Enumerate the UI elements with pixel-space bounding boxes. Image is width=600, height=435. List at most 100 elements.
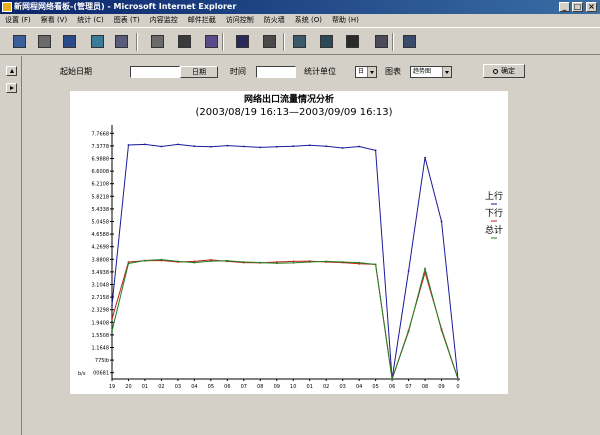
toolbar-separator — [222, 33, 224, 51]
network-icon — [320, 35, 333, 48]
chart-type-select[interactable]: 趋势图 — [410, 66, 452, 78]
window-toolbar-button[interactable] — [60, 32, 79, 51]
data-point — [127, 144, 130, 146]
menu-help[interactable]: 帮助 (H) — [331, 16, 359, 24]
time-label: 时间 — [230, 67, 246, 76]
confirm-button-label: 确定 — [501, 67, 515, 75]
server-toolbar-button[interactable] — [290, 32, 309, 51]
y-tick-label: 5.0458 — [92, 220, 110, 226]
y-tick-label: 1.1648 — [92, 346, 110, 352]
data-point — [275, 262, 278, 265]
series-line-1 — [111, 259, 459, 380]
menu-mail-block[interactable]: 邮件拦截 — [187, 16, 216, 24]
y-tick-label: 1.9408 — [92, 320, 110, 326]
x-tick-label: 06 — [224, 384, 230, 390]
data-point — [144, 259, 146, 262]
data-point — [259, 261, 262, 264]
menu-charts[interactable]: 图表 (T) — [113, 16, 140, 24]
expand-button[interactable] — [6, 83, 17, 93]
data-point — [226, 144, 229, 147]
clock-toolbar-button[interactable] — [260, 32, 279, 51]
confirm-button[interactable]: 确定 — [483, 64, 525, 78]
y-tick-label: 5.8218 — [92, 194, 110, 200]
menu-firewall[interactable]: 防火墙 — [263, 16, 285, 24]
bar-chart-icon — [236, 35, 249, 48]
network-toolbar-button[interactable] — [317, 32, 336, 51]
x-tick-label: 10 — [290, 384, 296, 390]
database-toolbar-button[interactable] — [372, 32, 391, 51]
y-tick-label: 2.7158 — [92, 295, 110, 301]
x-tick-label: 19 — [109, 384, 115, 390]
x-tick-label: 01 — [142, 384, 148, 390]
data-point — [160, 258, 163, 261]
data-point — [457, 378, 459, 380]
menu-access-control[interactable]: 访问控制 — [225, 16, 254, 24]
y-tick-label: 5.4338 — [92, 207, 110, 213]
network-users-icon — [13, 35, 26, 48]
y-axis-label: b/s — [78, 371, 86, 377]
x-tick-label: 20 — [125, 384, 131, 390]
chart-subtitle: (2003/08/19 16:13—2003/09/09 16:13) — [195, 107, 392, 118]
menu-settings[interactable]: 设置 (F) — [5, 16, 31, 24]
menu-statistics[interactable]: 统计 (C) — [77, 16, 104, 24]
y-tick-label: 00681 — [93, 371, 109, 377]
x-tick-label: 0 — [456, 384, 459, 390]
data-point — [177, 260, 179, 263]
unit-value: 日 — [358, 68, 365, 75]
package-toolbar-button[interactable] — [400, 32, 419, 51]
x-tick-label: 04 — [191, 384, 197, 390]
server-icon — [293, 35, 306, 48]
x-tick-label: 08 — [257, 384, 263, 390]
document-toolbar-button[interactable] — [148, 32, 167, 51]
data-point — [292, 145, 295, 148]
data-point — [407, 270, 410, 272]
minimize-button[interactable]: _ — [559, 2, 570, 12]
menu-system[interactable]: 系统 (O) — [294, 16, 322, 24]
data-point — [193, 261, 196, 264]
clock-settings-toolbar-button[interactable] — [202, 32, 221, 51]
x-tick-label: 02 — [158, 384, 164, 390]
y-tick-label: 3.4938 — [92, 270, 110, 276]
data-point — [407, 330, 410, 333]
unit-label: 统计单位 — [304, 67, 336, 76]
data-point — [308, 144, 311, 147]
bar-chart-toolbar-button[interactable] — [233, 32, 252, 51]
unit-select[interactable]: 日 — [355, 66, 377, 78]
shield-toolbar-button[interactable] — [343, 32, 362, 51]
keyboard-toolbar-button[interactable] — [35, 32, 54, 51]
search-tools-icon — [178, 35, 191, 48]
data-point — [292, 262, 295, 264]
chevron-down-icon — [367, 67, 376, 77]
data-point — [226, 259, 229, 262]
time-input[interactable] — [256, 66, 296, 78]
chart-panel: 网络出口流量情况分析 (2003/08/19 16:13—2003/09/09 1… — [70, 91, 508, 394]
main-content: 起始日期 日期 时间 统计单位 日 图表 趋势图 确定 — [23, 56, 600, 435]
search-tools-toolbar-button[interactable] — [175, 32, 194, 51]
date-picker-button[interactable]: 日期 — [180, 66, 218, 78]
data-point — [111, 318, 113, 320]
data-point — [209, 145, 212, 148]
menu-content-monitor[interactable]: 内容监控 — [149, 16, 178, 24]
start-date-input[interactable] — [130, 66, 180, 78]
y-tick-label: 4.2698 — [92, 245, 110, 251]
document-icon — [151, 35, 164, 48]
window-title: 新网程网络看板-(管理员) - Microsoft Internet Explo… — [14, 2, 237, 11]
close-button[interactable]: × — [586, 2, 597, 12]
network-users-toolbar-button[interactable] — [10, 32, 29, 51]
data-point — [374, 263, 377, 266]
scroll-up-button[interactable] — [6, 66, 17, 76]
maximize-button[interactable]: □ — [572, 2, 583, 12]
chart-type-value: 趋势图 — [413, 68, 432, 75]
data-point — [341, 261, 344, 263]
data-point — [160, 145, 163, 148]
date-button-label: 日期 — [192, 68, 206, 76]
chart-type-label: 图表 — [385, 67, 401, 76]
data-point — [391, 378, 393, 380]
monitor-toolbar-button[interactable] — [112, 32, 131, 51]
shield-icon — [346, 35, 359, 48]
menu-view[interactable]: 察看 (V) — [40, 16, 68, 24]
x-tick-label: 07 — [241, 384, 247, 390]
data-point — [308, 261, 311, 263]
display-toolbar-button[interactable] — [88, 32, 107, 51]
